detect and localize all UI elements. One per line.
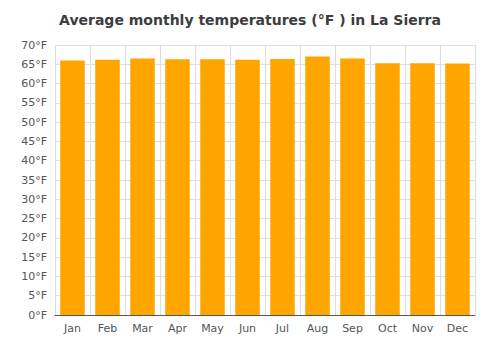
svg-text:50°F: 50°F [21,116,47,129]
svg-text:Jul: Jul [275,322,289,335]
svg-text:May: May [201,322,224,335]
svg-text:Nov: Nov [412,322,434,335]
svg-text:Feb: Feb [98,322,117,335]
svg-text:5°F: 5°F [28,289,47,302]
svg-text:20°F: 20°F [21,231,47,244]
svg-text:Apr: Apr [168,322,188,335]
svg-text:Sep: Sep [342,322,363,335]
svg-text:25°F: 25°F [21,212,47,225]
svg-text:70°F: 70°F [21,39,47,52]
svg-text:40°F: 40°F [21,154,47,167]
svg-text:Jun: Jun [238,322,256,335]
svg-text:35°F: 35°F [21,174,47,187]
svg-text:Jan: Jan [63,322,81,335]
svg-text:30°F: 30°F [21,193,47,206]
svg-text:15°F: 15°F [21,251,47,264]
svg-text:55°F: 55°F [21,96,47,109]
svg-text:45°F: 45°F [21,135,47,148]
svg-text:Aug: Aug [307,322,328,335]
svg-text:65°F: 65°F [21,58,47,71]
svg-text:10°F: 10°F [21,270,47,283]
svg-text:Mar: Mar [132,322,153,335]
svg-text:60°F: 60°F [21,77,47,90]
svg-text:Average monthly temperatures (: Average monthly temperatures (°F ) in La… [59,12,441,28]
svg-text:Dec: Dec [447,322,468,335]
svg-text:0°F: 0°F [28,309,47,322]
svg-text:Oct: Oct [378,322,398,335]
